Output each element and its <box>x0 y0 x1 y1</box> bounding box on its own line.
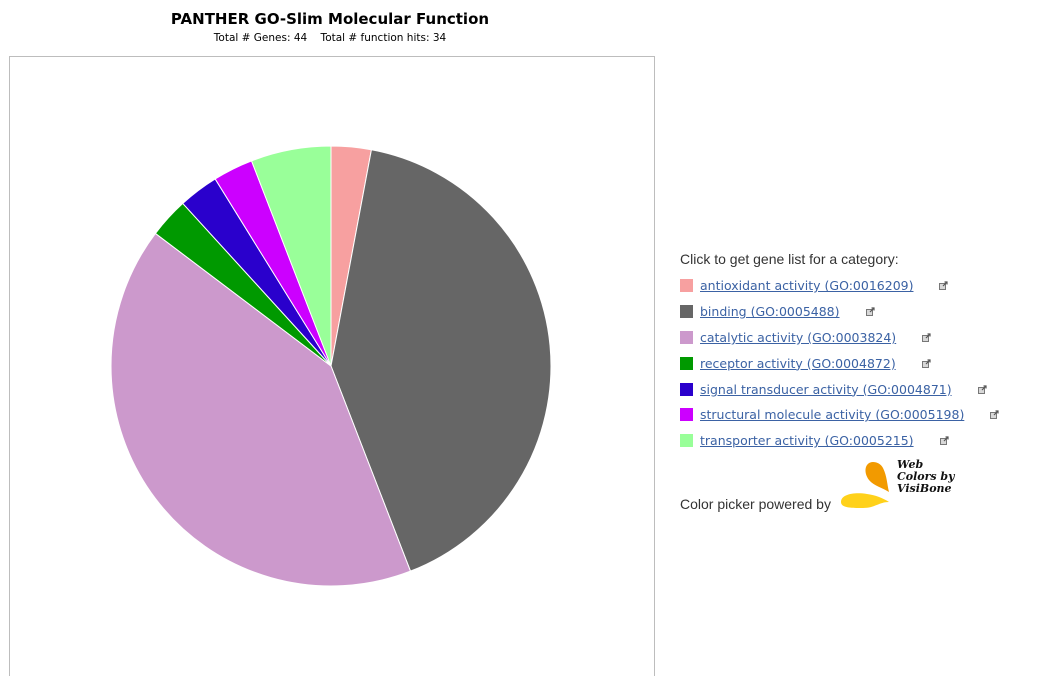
legend-item: structural molecule activity (GO:0005198… <box>680 402 1057 428</box>
legend-link[interactable]: structural molecule activity (GO:0005198… <box>700 407 965 423</box>
chart-subtitle: Total # Genes: 44 Total # function hits:… <box>213 32 447 44</box>
legend-link[interactable]: catalytic activity (GO:0003824) <box>700 329 897 345</box>
legend-link[interactable]: antioxidant activity (GO:0016209) <box>700 278 914 294</box>
logo-orange-bubble <box>865 462 889 492</box>
legend-heading: Click to get gene list for a category: <box>680 251 899 267</box>
legend-item: antioxidant activity (GO:0016209) <box>680 273 1057 299</box>
pie-chart <box>110 145 552 587</box>
legend-items: antioxidant activity (GO:0016209) binding… <box>680 273 1057 454</box>
legend-item: receptor activity (GO:0004872) <box>680 350 1057 376</box>
export-icon[interactable] <box>977 384 987 394</box>
legend: Click to get gene list for a category: a… <box>680 251 1057 454</box>
logo-text-line1: Web <box>897 458 923 471</box>
color-picker-credit: Color picker powered by Web Colors by Vi… <box>680 454 957 514</box>
chart-frame <box>9 56 655 676</box>
export-icon[interactable] <box>939 436 949 446</box>
legend-item: transporter activity (GO:0005215) <box>680 428 1057 454</box>
export-icon[interactable] <box>990 410 999 420</box>
legend-swatch <box>680 434 693 448</box>
visibone-logo[interactable]: Web Colors by VisiBone <box>839 454 957 514</box>
legend-link[interactable]: transporter activity (GO:0005215) <box>700 433 914 449</box>
export-icon[interactable] <box>922 333 931 342</box>
pie-slice-transporter-activity[interactable] <box>250 145 332 367</box>
logo-text-line2: Colors by <box>897 470 956 483</box>
legend-item: signal transducer activity (GO:0004871) <box>680 376 1057 402</box>
export-icon[interactable] <box>939 281 949 291</box>
logo-text-line3: VisiBone <box>897 482 952 495</box>
logo-yellow-bubble <box>840 493 889 508</box>
legend-swatch <box>680 305 693 319</box>
legend-item: catalytic activity (GO:0003824) <box>680 325 1057 351</box>
legend-item: binding (GO:0005488) <box>680 299 1057 325</box>
legend-swatch <box>680 279 693 293</box>
legend-swatch <box>680 382 693 396</box>
color-picker-label: Color picker powered by <box>680 496 831 512</box>
chart-title: PANTHER GO-Slim Molecular Function <box>170 10 490 28</box>
legend-swatch <box>680 408 693 422</box>
export-icon[interactable] <box>921 359 931 368</box>
pie-slice-catalytic-activity[interactable] <box>110 232 412 587</box>
legend-link[interactable]: receptor activity (GO:0004872) <box>700 355 896 371</box>
export-icon[interactable] <box>865 307 875 317</box>
legend-swatch <box>680 356 693 370</box>
legend-link[interactable]: signal transducer activity (GO:0004871) <box>700 381 952 397</box>
legend-link[interactable]: binding (GO:0005488) <box>700 304 840 320</box>
legend-swatch <box>680 330 693 344</box>
pie-slice-binding[interactable] <box>330 149 552 572</box>
